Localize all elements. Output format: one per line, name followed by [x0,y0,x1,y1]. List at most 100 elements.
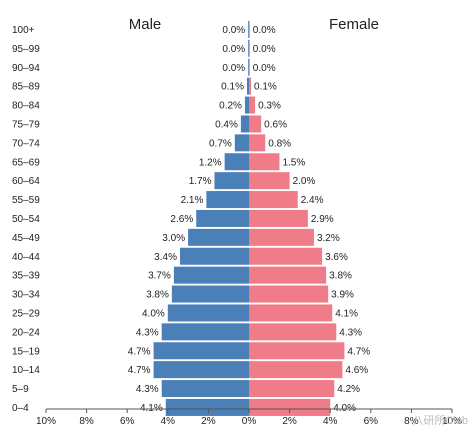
male-bar [224,153,249,171]
male-bar [196,209,249,227]
age-label: 20–24 [12,327,40,338]
male-value-label: 4.1% [140,403,163,414]
male-bar [179,247,249,265]
x-tick-label: 10% [36,416,56,427]
female-bar [249,153,280,171]
male-value-label: 1.2% [199,157,222,168]
age-label: 30–34 [12,290,40,301]
female-bar [249,39,250,57]
female-value-label: 4.6% [345,365,368,376]
female-value-label: 0.6% [264,119,287,130]
age-label: 75–79 [12,119,40,130]
male-bar [161,380,249,398]
watermark: 八研所Club [412,414,468,427]
male-value-label: 3.7% [148,271,171,282]
age-label: 65–69 [12,157,40,168]
x-axis: 10% 8% 6% 4% 2% 0% 2% 4% 6% 8% 10% [36,408,462,427]
female-bar [249,209,308,227]
female-value-label: 0.1% [254,82,277,93]
age-label: 25–29 [12,308,40,319]
female-value-label: 4.0% [333,403,356,414]
x-tick-label: 8% [404,416,419,427]
male-bar [153,361,249,379]
female-value-label: 0.0% [253,44,276,55]
female-value-label: 2.9% [311,214,334,225]
male-value-label: 3.8% [146,290,169,301]
male-bar [244,96,249,114]
female-value-label: 0.3% [258,101,281,112]
female-value-label: 3.8% [329,271,352,282]
age-label: 90–94 [12,63,40,74]
male-value-label: 3.4% [154,252,177,263]
female-value-label: 2.4% [301,195,324,206]
x-tick-label: 6% [120,416,135,427]
male-bar [171,285,249,303]
female-bar [249,77,252,95]
female-bar [249,398,331,416]
x-tick-label: 4% [161,416,176,427]
male-value-label: 4.3% [136,327,159,338]
male-bar [246,77,249,95]
male-series-label: Male [129,16,162,33]
male-bar [234,134,249,152]
x-tick-label: 2% [201,416,216,427]
female-value-label: 4.2% [337,384,360,395]
x-tick-label: 6% [364,416,379,427]
male-bar [153,342,249,360]
female-value-label: 0.8% [268,138,291,149]
male-value-label: 4.7% [128,346,151,357]
age-label: 45–49 [12,233,40,244]
male-bar [206,191,249,209]
female-series-label: Female [329,16,379,33]
female-value-label: 2.0% [293,176,316,187]
female-value-label: 3.2% [317,233,340,244]
age-label: 85–89 [12,82,40,93]
age-label: 40–44 [12,252,40,263]
female-value-label: 3.6% [325,252,348,263]
bars-layer [153,20,345,416]
female-bar [249,134,266,152]
male-value-label: 2.1% [181,195,204,206]
age-label: 0–4 [12,403,29,414]
male-value-label: 1.7% [189,176,212,187]
female-value-label: 0.0% [253,63,276,74]
female-value-label: 4.1% [335,308,358,319]
male-value-label: 4.0% [142,308,165,319]
female-bar [249,115,262,133]
female-bar [249,361,343,379]
x-tick-label: 2% [282,416,297,427]
female-bar [249,323,337,341]
age-label: 70–74 [12,138,40,149]
x-tick-label: 0% [242,416,257,427]
female-bar [249,304,333,322]
age-label: 95–99 [12,44,40,55]
male-value-label: 2.6% [170,214,193,225]
female-bar [249,342,345,360]
age-labels-layer: 100+ 95–99 90–94 85–89 80–84 75–79 70–74 65–69 6… [12,25,40,414]
male-bar [173,266,249,284]
female-bar [249,266,327,284]
x-tick-label: 4% [323,416,338,427]
male-value-label: 4.7% [128,365,151,376]
age-label: 10–14 [12,365,40,376]
male-value-label: 4.3% [136,384,159,395]
female-bar [249,247,323,265]
male-value-label: 0.1% [221,82,244,93]
female-bar [249,191,298,209]
male-bar [188,228,249,246]
age-label: 5–9 [12,384,29,395]
female-bar [249,285,329,303]
female-bar [249,228,314,246]
male-bar [248,58,249,76]
female-value-label: 0.0% [253,25,276,36]
age-label: 50–54 [12,214,40,225]
value-labels-layer: 0.0% 0.0% 0.0% 0.0% 0.0% 0.0% 0.1% 0.1% 0.2% 0.3%… [128,25,371,414]
male-bar [248,39,249,57]
age-label: 100+ [12,25,35,36]
male-bar [240,115,249,133]
male-value-label: 0.0% [222,25,245,36]
female-bar [249,20,250,38]
male-value-label: 3.0% [162,233,185,244]
female-value-label: 4.3% [339,327,362,338]
female-value-label: 1.5% [282,157,305,168]
